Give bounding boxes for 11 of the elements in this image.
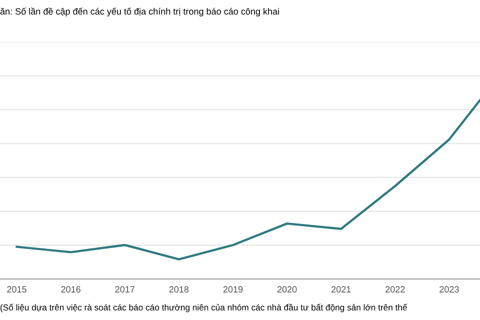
x-tick-label: 2021: [331, 286, 351, 293]
chart-title: ăn: Số lần đề cập đến các yếu tố địa chính trị trong báo cáo công khai: [0, 8, 279, 16]
x-tick-label: 2019: [223, 286, 243, 293]
x-tick-label: 2016: [61, 286, 80, 293]
x-tick-label: 2017: [115, 286, 134, 293]
x-tick-label: 2022: [386, 286, 405, 293]
x-tick-label: 2018: [169, 286, 189, 293]
text: (Số liệu dựa trên việc rà soát các báo cáo thường niên của nhóm các nhà đầu tư bất động sản lớn trên thế: [0, 304, 408, 312]
x-tick-label: 2023: [440, 286, 459, 293]
x-tick-label: 2015: [7, 286, 26, 293]
x-tick-label: 2020: [277, 286, 297, 293]
